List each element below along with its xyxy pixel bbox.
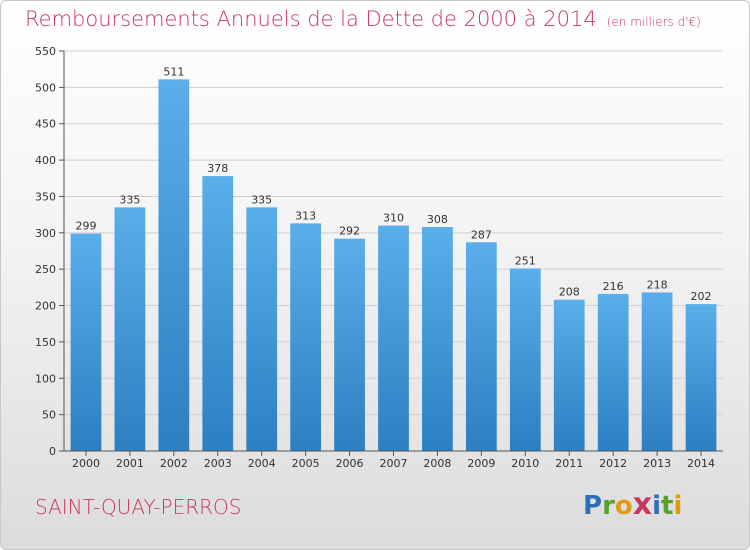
bar-2000	[70, 233, 102, 451]
bar-value-label: 218	[647, 278, 668, 291]
bar-value-label: 335	[251, 193, 272, 206]
bar-value-label: 313	[295, 209, 316, 222]
x-tick-label: 2002	[160, 457, 188, 470]
bar-2011	[553, 299, 585, 451]
y-tick-label: 300	[35, 227, 56, 240]
bar-2014	[685, 304, 717, 451]
x-tick-label: 2000	[72, 457, 100, 470]
x-tick-label: 2009	[467, 457, 495, 470]
y-tick-label: 450	[35, 118, 56, 131]
axes: 0 50 100 150 200 250 300 350 400 450 500 550 2000 200…	[35, 45, 723, 470]
y-tick-label: 200	[35, 300, 56, 313]
bar-value-label: 251	[515, 254, 536, 267]
bar-2002	[158, 79, 190, 451]
bar-value-label: 511	[163, 65, 184, 78]
y-tick-label: 350	[35, 190, 56, 203]
x-tick-label: 2011	[555, 457, 583, 470]
bars: 299 335 511 378 335 313 292 310 308 287 251 208 216 2…	[70, 65, 717, 451]
bar-value-label: 216	[603, 280, 624, 293]
bar-2010	[509, 268, 541, 451]
bar-value-label: 335	[119, 193, 140, 206]
bar-value-label: 292	[339, 225, 360, 238]
x-tick-label: 2010	[511, 457, 539, 470]
y-tick-label: 50	[42, 409, 56, 422]
x-tick-label: 2014	[687, 457, 715, 470]
bar-2004	[246, 207, 278, 451]
x-tick-label: 2003	[204, 457, 232, 470]
y-tick-label: 400	[35, 154, 56, 167]
y-tick-label: 0	[49, 445, 56, 458]
bar-2008	[422, 227, 453, 451]
x-tick-label: 2013	[643, 457, 671, 470]
x-tick-label: 2006	[336, 457, 364, 470]
x-tick-label: 2004	[248, 457, 276, 470]
bar-2003	[202, 176, 234, 451]
y-tick-label: 500	[35, 81, 56, 94]
bar-value-label: 202	[691, 290, 712, 303]
bar-2001	[114, 207, 146, 451]
bar-value-label: 308	[427, 213, 448, 226]
x-tick-label: 2007	[380, 457, 408, 470]
chart-subtitle: (en milliers d'€)	[606, 15, 701, 29]
bar-2007	[378, 225, 409, 451]
proxiti-logo: Proxiti	[583, 487, 683, 522]
x-tick-label: 2012	[599, 457, 627, 470]
commune-name: SAINT-QUAY-PERROS	[35, 495, 242, 519]
bar-2005	[290, 223, 322, 451]
x-tick-label: 2008	[423, 457, 451, 470]
bar-2006	[334, 238, 365, 451]
bar-value-label: 287	[471, 228, 492, 241]
bar-value-label: 378	[207, 162, 228, 175]
chart-title: Remboursements Annuels de la Dette de 20…	[25, 7, 701, 31]
x-tick-label: 2001	[116, 457, 144, 470]
bar-value-label: 299	[75, 220, 96, 233]
y-tick-label: 250	[35, 263, 56, 276]
bar-2009	[465, 242, 497, 451]
chart-title-text: Remboursements Annuels de la Dette de 20…	[25, 7, 597, 31]
bar-value-label: 208	[559, 286, 580, 299]
bar-2012	[597, 293, 629, 451]
y-tick-label: 150	[35, 336, 56, 349]
bar-value-label: 310	[383, 212, 404, 225]
bar-2013	[641, 292, 673, 451]
y-tick-label: 550	[35, 45, 56, 58]
x-tick-label: 2005	[292, 457, 320, 470]
y-tick-label: 100	[35, 372, 56, 385]
